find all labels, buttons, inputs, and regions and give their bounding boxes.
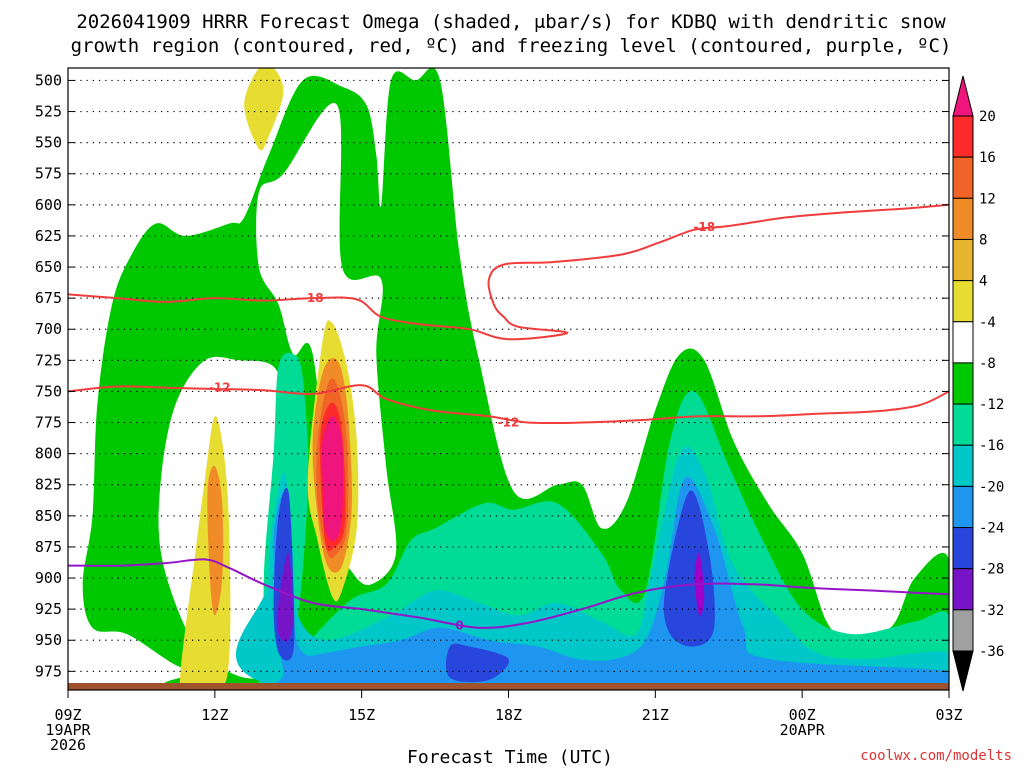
colorbar-band-6 — [952, 362, 974, 405]
x-axis-label: Forecast Time (UTC) — [407, 747, 613, 768]
omega-region-14 — [244, 68, 284, 151]
colorbar-band-11 — [952, 568, 974, 611]
colorbar-label-7: -12 — [979, 397, 1004, 413]
credit-text: coolwx.com/modelts — [860, 748, 1012, 764]
colorbar-band-5 — [952, 321, 974, 364]
chart-title-line-2: growth region (contoured, red, ºC) and f… — [71, 35, 952, 57]
colorbar-label-6: -8 — [979, 356, 996, 372]
xtick-label-2-0: 15Z — [348, 706, 375, 724]
colorbar-band-8 — [952, 444, 974, 487]
colorbar-band-2 — [952, 197, 974, 240]
xtick-label-1-0: 12Z — [201, 706, 228, 724]
ytick-label-675: 675 — [35, 289, 62, 307]
ytick-label-600: 600 — [35, 196, 62, 214]
colorbar-band-4 — [952, 280, 974, 323]
ytick-label-900: 900 — [35, 569, 62, 587]
ytick-label-775: 775 — [35, 414, 62, 432]
xtick-label-5-1: 20APR — [780, 721, 826, 739]
contour-label-0: -18 — [302, 291, 324, 305]
ytick-label-650: 650 — [35, 258, 62, 276]
omega-colorbar: 20 16 12 8 4 -4 -8 -12 -16 -20 -24 -28 -32 -36 — [952, 75, 1004, 692]
ytick-label-925: 925 — [35, 600, 62, 618]
pressure-axis: 500 525 550 575 600 625 650 675 700 725 750 775 800 8… — [35, 71, 949, 680]
ytick-label-800: 800 — [35, 445, 62, 463]
colorbar-band-7 — [952, 403, 974, 446]
contour-line-2 — [68, 558, 949, 629]
ytick-label-500: 500 — [35, 71, 62, 89]
temperature-contours: -18 -18 -12 -12 0 — [68, 203, 949, 632]
ytick-label-550: 550 — [35, 134, 62, 152]
colorbar-label-2: 12 — [979, 191, 996, 207]
xtick-label-0-0: 09Z — [54, 706, 81, 724]
ytick-label-725: 725 — [35, 351, 62, 369]
colorbar-label-9: -20 — [979, 479, 1004, 495]
colorbar-label-0: 20 — [979, 109, 996, 125]
xtick-label-6-0: 03Z — [935, 706, 962, 724]
xtick-label-0-1: 19APR — [45, 721, 91, 739]
colorbar-label-1: 16 — [979, 150, 996, 166]
colorbar-band-grey — [952, 609, 974, 652]
omega-region-19 — [321, 416, 344, 542]
colorbar-label-10: -24 — [979, 521, 1004, 537]
colorbar-bottom-triangle — [952, 650, 974, 692]
contour-line-1 — [68, 384, 949, 425]
omega-region-10 — [277, 553, 294, 642]
colorbar-top-triangle — [952, 75, 974, 117]
colorbar-band-9 — [952, 485, 974, 529]
colorbar-label-13: -36 — [979, 644, 1004, 660]
omega-region-6 — [249, 477, 949, 690]
chart-title-line-1: 2026041909 HRRR Forecast Omega (shaded, … — [76, 11, 946, 33]
xtick-label-4-0: 21Z — [642, 706, 669, 724]
ytick-label-850: 850 — [35, 507, 62, 525]
colorbar-band-1 — [952, 156, 974, 199]
contour-label-3: -12 — [498, 416, 520, 430]
ytick-label-750: 750 — [35, 382, 62, 400]
colorbar-label-11: -28 — [979, 562, 1004, 578]
ytick-label-525: 525 — [35, 103, 62, 121]
colorbar-band-3 — [952, 238, 974, 282]
colorbar-label-5: -4 — [979, 315, 996, 331]
xtick-label-5-0: 00Z — [789, 706, 816, 724]
contour-label-1: -18 — [693, 220, 715, 234]
plot-area: -18 -18 -12 -12 0 — [68, 68, 949, 690]
xtick-label-0-2: 2026 — [50, 736, 86, 754]
ytick-label-625: 625 — [35, 227, 62, 245]
colorbar-label-12: -32 — [979, 603, 1004, 619]
colorbar-band-10 — [952, 527, 974, 570]
pressure-gridlines — [68, 79, 949, 672]
contour-line-0 — [68, 203, 949, 341]
colorbar-label-3: 8 — [979, 232, 987, 248]
ytick-label-950: 950 — [35, 631, 62, 649]
ytick-label-825: 825 — [35, 476, 62, 494]
colorbar-label-8: -16 — [979, 438, 1004, 454]
xtick-label-3-0: 18Z — [495, 706, 522, 724]
ytick-label-975: 975 — [35, 662, 62, 680]
ytick-label-575: 575 — [35, 165, 62, 183]
ytick-label-700: 700 — [35, 320, 62, 338]
colorbar-label-4: 4 — [979, 274, 987, 290]
contour-label-2: -12 — [209, 381, 231, 395]
omega-region-8 — [445, 643, 510, 683]
colorbar-band-0 — [952, 115, 974, 158]
omega-region-5 — [236, 446, 949, 690]
ytick-label-875: 875 — [35, 538, 62, 556]
ground-surface-bar — [68, 683, 949, 690]
contour-label-4: 0 — [455, 618, 463, 632]
